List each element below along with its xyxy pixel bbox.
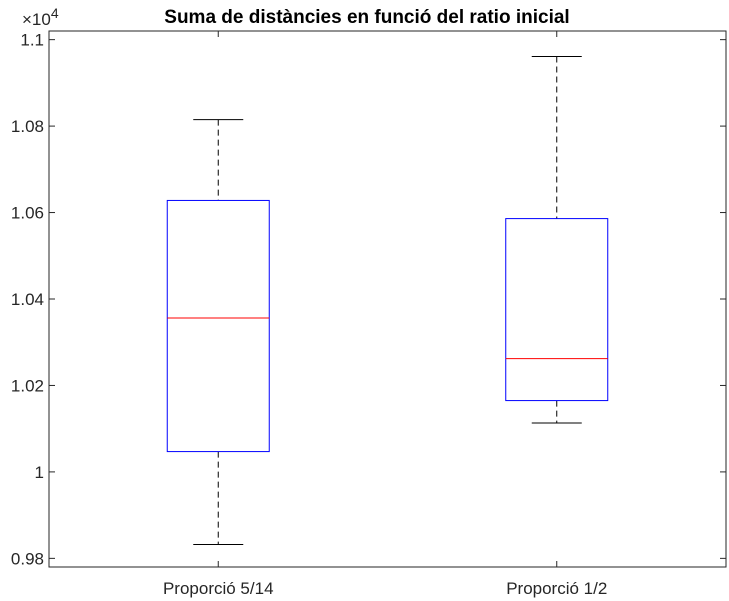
box-2 — [505, 56, 609, 424]
exponent-base: ×10 — [22, 10, 51, 29]
y-tick-label: 1 — [35, 463, 44, 482]
y-tick-label: 0.98 — [11, 549, 44, 568]
box-1 — [166, 119, 270, 546]
chart-title: Suma de distàncies en funció del ratio i… — [164, 7, 569, 28]
y-tick-label: 1.08 — [11, 117, 44, 136]
y-tick-label: 1.06 — [11, 204, 44, 223]
box-series — [166, 56, 609, 546]
box-iqr — [166, 199, 270, 453]
y-tick-label: 1.04 — [11, 290, 44, 309]
exponent-power: 4 — [51, 5, 59, 21]
box-iqr — [505, 218, 609, 402]
y-tick-label: 1.02 — [11, 376, 44, 395]
x-axis: Proporció 5/14 Proporció 1/2 — [163, 31, 607, 598]
x-tick-label: Proporció 5/14 — [163, 579, 274, 598]
y-axis: 0.98 1 1.02 1.04 1.06 1.08 1.1 — [11, 31, 726, 568]
x-tick-label: Proporció 1/2 — [506, 579, 607, 598]
axes-frame — [48, 30, 727, 568]
y-tick-label: 1.1 — [20, 31, 44, 50]
exponent-label: ×104 — [22, 5, 59, 29]
